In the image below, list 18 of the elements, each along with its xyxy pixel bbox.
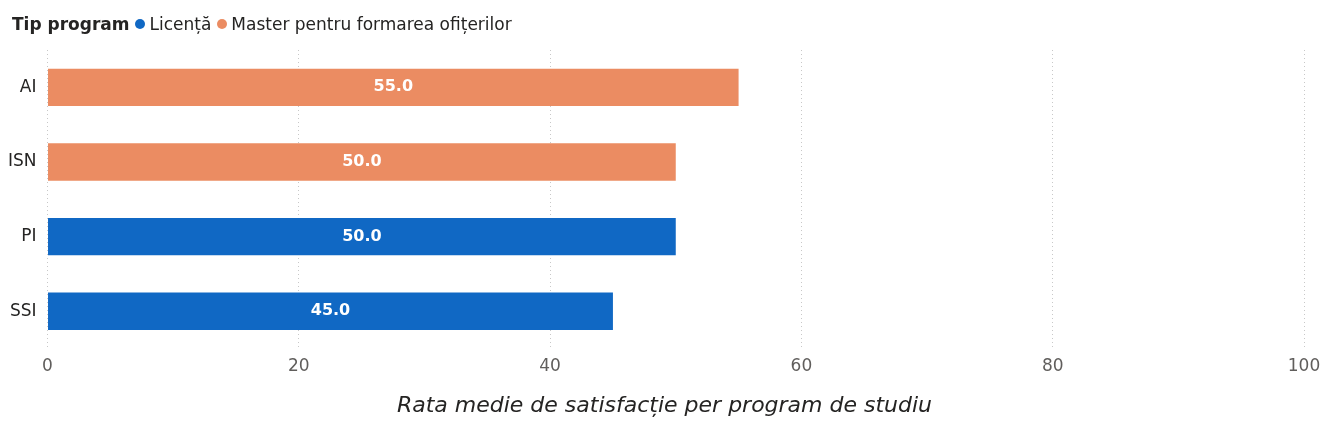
data-label: 50.0: [342, 151, 382, 171]
x-tick-label: 40: [539, 355, 561, 376]
data-label: 55.0: [373, 76, 414, 96]
x-axis-title: Rata medie de satisfacție per program de studiu: [395, 392, 934, 417]
x-tick-label: 20: [288, 355, 310, 376]
x-tick-label: 80: [1041, 355, 1064, 376]
data-label: 50.0: [342, 225, 382, 245]
x-tick-label: 100: [1287, 355, 1321, 376]
x-tick-label: 60: [790, 355, 813, 376]
y-tick-label: AI: [19, 75, 37, 96]
legend-label: Master pentru formarea ofițerilor: [231, 14, 512, 34]
legend-title: Tip program: [12, 14, 130, 34]
legend-label: Licență: [149, 14, 212, 34]
x-tick-label: 0: [42, 355, 53, 376]
y-tick-label: ISN: [7, 150, 37, 171]
y-tick-label: SSI: [9, 299, 37, 320]
data-label: 45.0: [310, 300, 351, 320]
y-tick-label: PI: [21, 225, 37, 246]
